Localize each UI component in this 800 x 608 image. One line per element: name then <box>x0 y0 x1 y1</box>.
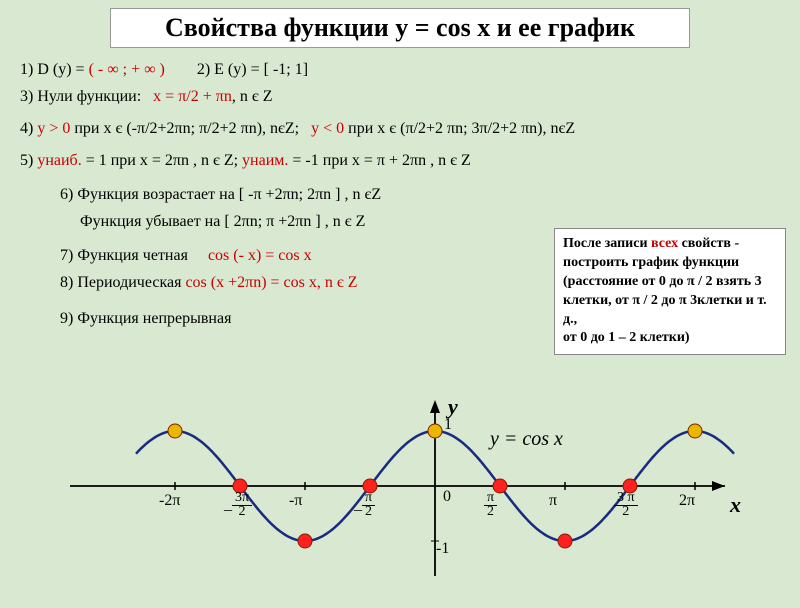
x-tick-label: -2π <box>159 492 180 510</box>
p3-label: 3) Нули функции: <box>20 88 141 105</box>
prop-5: 5) yнаиб. = 1 при x = 2πn , n є Z; yнаим… <box>20 149 780 173</box>
prop-4: 4) y > 0 при x є (-π/2+2πn; π/2+2 πn), n… <box>20 117 780 141</box>
info-l1: После записи <box>563 236 651 251</box>
p5e: = -1 при x = π + 2πn , n є Z <box>288 152 470 169</box>
axis-x-label: x <box>730 492 741 518</box>
p1-label: 1) D (y) = <box>20 61 89 78</box>
x-tick-label: –π2 <box>354 492 375 520</box>
p5d: yнаим. <box>242 152 288 169</box>
x-tick-label: 2π <box>679 492 695 510</box>
p3-value: x = π/2 + πn <box>153 88 232 105</box>
x-tick-label: -π <box>289 492 302 510</box>
curve-label: y = cos x <box>490 428 563 451</box>
p4-ypos: y > 0 <box>37 120 70 137</box>
x-tick-label: π2 <box>484 492 497 520</box>
p5c: = 1 при x = 2πn , n є Z; <box>82 152 242 169</box>
p2: 2) E (y) = [ -1; 1] <box>197 61 308 78</box>
p7b: cos (- x) = cos x <box>208 247 312 264</box>
p4-yneg: y < 0 <box>311 120 344 137</box>
prop-1-2: 1) D (y) = ( - ∞ ; + ∞ ) 2) E (y) = [ -1… <box>20 58 780 82</box>
prop-3: 3) Нули функции: x = π/2 + πn, n є Z <box>20 85 780 109</box>
p4-e: при x є (π/2+2 πn; 3π/2+2 πn), nєZ <box>344 120 575 137</box>
p8a: 8) Периодическая <box>60 274 185 291</box>
negone-label: -1 <box>436 540 449 558</box>
origin-label: 0 <box>443 488 451 506</box>
p4-num: 4) <box>20 120 37 137</box>
info-l2: от 0 до 1 – 2 клетки) <box>563 330 690 345</box>
prop-6a: 6) Функция возрастает на [ -π +2πn; 2πn … <box>60 183 780 207</box>
p5a: 5) <box>20 152 37 169</box>
p3-tail: , n є Z <box>232 88 273 105</box>
p1-value: ( - ∞ ; + ∞ ) <box>89 61 165 78</box>
x-tick-label: π <box>549 492 557 510</box>
x-tick-label: –3π2 <box>224 492 252 520</box>
info-box: После записи всех свойств - построить гр… <box>554 228 786 355</box>
p5b: yнаиб. <box>37 152 81 169</box>
page-title: Свойства функции у = cos x и ее график <box>110 8 690 48</box>
p8b: cos (x +2πn) = cos x, n є Z <box>185 274 357 291</box>
x-tick-label: 3 π2 <box>614 492 638 520</box>
one-label: 1 <box>444 416 452 434</box>
p7a: 7) Функция четная <box>60 247 188 264</box>
cos-graph: y x y = cos x 0 1 -1 -2π–3π2-π–π2π2π3 π2… <box>60 396 740 596</box>
info-l1r: всех <box>651 236 678 251</box>
p4-c: при x є (-π/2+2πn; π/2+2 πn), nєZ; <box>70 120 299 137</box>
